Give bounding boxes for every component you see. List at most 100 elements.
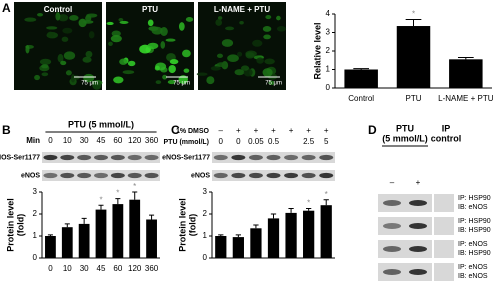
significance-mark: * — [99, 195, 102, 204]
band — [319, 172, 334, 179]
x-tick-label: 360 — [145, 264, 159, 273]
cell — [113, 76, 124, 84]
bar — [320, 205, 332, 258]
band — [213, 172, 228, 179]
condition-label: 0.5 — [268, 137, 280, 146]
cell — [167, 80, 176, 85]
cell — [119, 58, 128, 65]
error-bar — [457, 56, 474, 60]
band — [77, 172, 92, 179]
cell — [110, 35, 122, 43]
y-tick-label: 2 — [203, 209, 208, 218]
cell — [265, 14, 272, 20]
error-bar — [306, 208, 312, 211]
blot-label: IB: eNOS — [458, 273, 488, 280]
condition-label: – — [390, 178, 395, 187]
significance-mark: * — [116, 189, 119, 198]
row-label: Min — [26, 136, 40, 145]
y-tick-label: 2 — [326, 46, 331, 55]
time-label: 0 — [48, 136, 53, 145]
cell — [63, 51, 76, 60]
cell — [34, 74, 40, 81]
error-bar — [270, 213, 277, 219]
time-label: 45 — [97, 136, 106, 145]
x-tick-label: Control — [348, 94, 374, 103]
blot-label: eNOS — [191, 172, 210, 179]
condition-label: 0 — [219, 137, 224, 146]
column-header: control — [431, 133, 462, 143]
cell — [41, 72, 49, 77]
band — [383, 223, 401, 229]
cell — [185, 16, 194, 22]
band — [248, 172, 263, 179]
band — [231, 154, 246, 161]
cell — [227, 54, 239, 62]
band — [409, 269, 427, 275]
error-bar — [98, 204, 104, 210]
panel-letter: C — [171, 123, 180, 137]
band — [127, 172, 142, 179]
cell — [182, 49, 191, 58]
y-tick-label: 0 — [203, 253, 208, 262]
band — [110, 154, 125, 161]
image-title: PTU — [142, 5, 158, 14]
panel-letter: B — [2, 123, 11, 137]
cell — [65, 70, 72, 76]
cell — [122, 70, 135, 75]
x-tick-label: 10 — [63, 264, 72, 273]
cell — [216, 53, 223, 59]
blot-label: IP: eNOS — [458, 241, 488, 248]
band — [231, 172, 246, 179]
cell — [178, 22, 185, 31]
cell — [147, 19, 154, 27]
bar — [78, 223, 90, 258]
condition-label: + — [254, 126, 259, 135]
cell — [268, 80, 275, 85]
cell — [162, 74, 168, 80]
error-bar — [253, 224, 259, 229]
cell — [276, 26, 287, 32]
cell — [88, 31, 95, 39]
bar — [45, 236, 56, 258]
blot-label: IP: HSP90 — [458, 218, 491, 225]
cell — [108, 41, 113, 46]
blot-label: IB: HSP90 — [458, 227, 491, 234]
band — [301, 154, 316, 161]
cell — [215, 19, 223, 26]
cell — [237, 51, 243, 57]
cell — [155, 80, 162, 84]
cell — [262, 26, 272, 32]
error-bar — [132, 191, 138, 200]
band — [383, 200, 401, 206]
cell — [55, 12, 61, 21]
y-tick-label: 1 — [203, 231, 208, 240]
significance-mark: * — [325, 190, 328, 199]
cell — [82, 56, 92, 63]
bar — [112, 204, 124, 258]
bar — [215, 236, 227, 258]
time-label: 10 — [63, 136, 72, 145]
cell — [264, 58, 275, 65]
cell — [118, 18, 124, 22]
cell — [206, 76, 215, 85]
treatment-label: PTU (5 mmol/L) — [68, 119, 134, 129]
condition-label: + — [324, 126, 329, 135]
band — [60, 172, 75, 179]
error-bar — [115, 198, 121, 205]
band — [127, 154, 142, 161]
band — [284, 172, 299, 179]
band — [94, 154, 108, 161]
condition-label: 0 — [236, 137, 241, 146]
cell — [165, 38, 176, 42]
condition-label: + — [271, 126, 276, 135]
x-tick-label: L-NAME + PTU — [438, 94, 494, 103]
cell — [57, 53, 64, 63]
time-label: 60 — [113, 136, 122, 145]
error-bar — [405, 19, 422, 27]
cell — [86, 13, 98, 18]
blot-label: IP: eNOS — [458, 264, 488, 271]
y-tick-label: 2 — [33, 209, 38, 218]
condition-label: 0.05 — [248, 137, 264, 146]
bar — [129, 199, 141, 258]
blot — [434, 194, 454, 212]
